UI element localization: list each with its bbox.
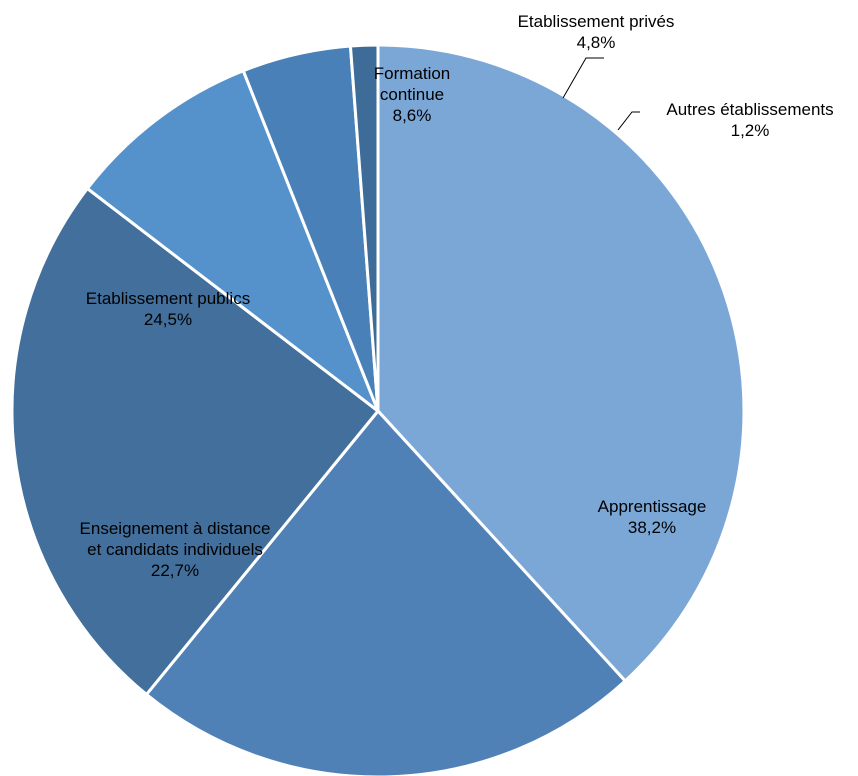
pie-slices <box>10 43 746 776</box>
slice-value-label: 22,7% <box>151 561 199 580</box>
slice-category-label: continue <box>380 85 444 104</box>
slice-label: Etablissement publics 24,5% <box>86 289 250 329</box>
slice-value-label: 24,5% <box>144 310 192 329</box>
slice-category-label: Apprentissage <box>598 497 707 516</box>
pie-slice <box>348 43 380 413</box>
slice-category-label: Etablissement privés <box>518 12 675 31</box>
slice-label: Formation continue 8,6% <box>374 64 451 125</box>
slice-label: Apprentissage 38,2% <box>598 497 707 537</box>
leader-line <box>617 111 640 131</box>
slice-value-label: 4,8% <box>577 33 616 52</box>
slice-label: Etablissement privés 4,8% <box>518 12 675 52</box>
leader-line <box>562 57 604 99</box>
pie-slice <box>144 409 627 776</box>
pie-slice <box>10 187 380 696</box>
slice-category-label: Formation <box>374 64 451 83</box>
slice-category-label: Etablissement publics <box>86 289 250 308</box>
leader-lines <box>562 57 640 131</box>
slice-category-label: et candidats individuels <box>87 540 263 559</box>
slice-label: Autres établissements 1,2% <box>666 100 833 140</box>
slice-category-label: Enseignement à distance <box>80 519 271 538</box>
slice-labels: Apprentissage 38,2% Enseignement à distanc… <box>80 12 834 580</box>
slice-value-label: 8,6% <box>393 106 432 125</box>
slice-value-label: 1,2% <box>731 121 770 140</box>
slice-category-label: Autres établissements <box>666 100 833 119</box>
pie-slice <box>85 69 380 413</box>
slice-label: Enseignement à distance et candidats indi… <box>80 519 271 580</box>
slice-value-label: 38,2% <box>628 518 676 537</box>
pie-slice <box>376 43 746 683</box>
